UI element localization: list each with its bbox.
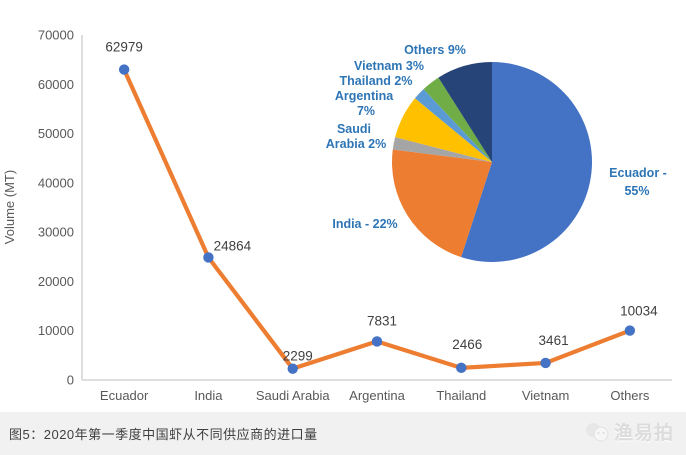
data-label-thailand: 2466 xyxy=(452,337,482,352)
x-category-label-thailand: Thailand xyxy=(436,388,486,403)
x-category-label-ecuador: Ecuador xyxy=(100,388,149,403)
y-tick-label-30000: 30000 xyxy=(38,225,74,240)
watermark: 渔易拍 xyxy=(584,418,674,445)
x-category-label-argentina: Argentina xyxy=(349,388,405,403)
pie-slice-vietnam xyxy=(423,77,492,162)
data-point-others xyxy=(624,325,636,336)
y-tick-label-50000: 50000 xyxy=(38,126,74,141)
caption-bar: 图5：2020年第一季度中国虾从不同供应商的进口量 渔易拍 xyxy=(0,412,686,455)
pie-label-ecuador-line1: Ecuador - xyxy=(609,166,667,180)
pie-label-ecuador-line2: 55% xyxy=(624,184,649,198)
watermark-logo-icon xyxy=(585,422,609,441)
pie-slice-india xyxy=(392,149,492,258)
combined-chart: 0 10000 20000 30000 40000 50000 60000 70000 Ecua… xyxy=(2,28,672,403)
pie-slice-argentina xyxy=(395,98,492,162)
data-label-india: 24864 xyxy=(214,238,252,253)
pie-slice-ecuador xyxy=(461,62,593,262)
y-tick-label-20000: 20000 xyxy=(38,274,74,289)
pie-slice-thailand xyxy=(414,89,492,162)
pie-label-saudi-arabia-line2: Arabia 2% xyxy=(326,137,386,151)
pie-label-saudi-arabia-line1: Saudi xyxy=(337,122,371,136)
y-tick-label-70000: 70000 xyxy=(38,28,74,43)
y-axis-title: Volume (MT) xyxy=(2,170,17,244)
data-label-vietnam: 3461 xyxy=(539,333,569,348)
data-label-others: 10034 xyxy=(620,304,658,319)
data-label-ecuador: 62979 xyxy=(105,40,143,55)
figure-caption: 图5：2020年第一季度中国虾从不同供应商的进口量 xyxy=(9,427,318,442)
data-label-argentina: 7831 xyxy=(367,313,397,328)
pie-slice-others xyxy=(438,62,492,162)
data-point-ecuador xyxy=(118,64,130,75)
pie-label-others-line1: Others 9% xyxy=(404,43,466,57)
y-tick-label-60000: 60000 xyxy=(38,77,74,92)
y-tick-label-0: 0 xyxy=(67,373,74,388)
pie-label-india-line1: India - 22% xyxy=(332,217,397,231)
data-label-saudi-arabia: 2299 xyxy=(283,349,313,364)
data-point-vietnam xyxy=(540,357,551,369)
x-category-label-others: Others xyxy=(610,388,650,403)
y-tick-label-10000: 10000 xyxy=(38,323,74,338)
watermark-text: 渔易拍 xyxy=(613,423,674,444)
pie-label-argentina-line2: 7% xyxy=(357,104,375,118)
data-point-india xyxy=(203,252,214,263)
x-category-label-saudi-arabia: Saudi Arabia xyxy=(256,388,330,403)
pie-label-thailand-line1: Thailand 2% xyxy=(340,74,413,88)
data-point-saudi-arabia xyxy=(287,363,298,374)
x-category-label-india: India xyxy=(194,388,223,403)
data-point-thailand xyxy=(456,362,467,374)
y-tick-label-40000: 40000 xyxy=(38,175,74,190)
data-point-argentina xyxy=(371,336,383,347)
x-category-label-vietnam: Vietnam xyxy=(522,388,569,403)
pie-label-vietnam-line1: Vietnam 3% xyxy=(354,59,424,73)
pie-slice-saudi-arabia xyxy=(392,137,492,162)
pie-label-argentina-line1: Argentina xyxy=(335,89,394,103)
